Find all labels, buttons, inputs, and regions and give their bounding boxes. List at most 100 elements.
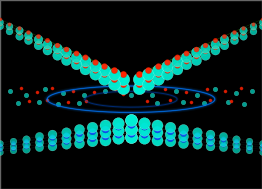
Point <box>55 46 59 50</box>
Point <box>63 139 68 143</box>
Point <box>208 132 212 136</box>
Point <box>228 100 233 103</box>
Point <box>11 146 15 149</box>
Point <box>19 86 23 89</box>
Point <box>194 47 198 50</box>
Point <box>129 123 133 126</box>
Point <box>11 149 15 152</box>
Point <box>146 77 150 81</box>
Point <box>82 93 86 96</box>
Point <box>155 101 159 105</box>
Point <box>35 90 39 93</box>
Point <box>7 22 12 25</box>
Point <box>116 129 120 132</box>
Point <box>155 135 159 138</box>
Point <box>222 35 226 38</box>
Point <box>208 136 212 139</box>
Point <box>222 44 226 47</box>
Point <box>194 139 199 143</box>
Point <box>181 101 185 104</box>
Point <box>112 77 116 81</box>
Point <box>163 87 167 90</box>
Point <box>181 141 185 144</box>
Point <box>260 22 262 25</box>
Point <box>84 100 89 103</box>
Point <box>250 27 255 30</box>
Point <box>203 46 207 50</box>
Point <box>90 129 94 132</box>
Point <box>102 69 106 72</box>
Point <box>45 99 49 102</box>
Point <box>77 101 81 105</box>
Point <box>129 131 133 134</box>
Point <box>194 143 199 146</box>
Point <box>55 53 59 56</box>
Point <box>260 25 262 28</box>
Point <box>64 58 68 61</box>
Point <box>212 45 217 48</box>
Point <box>260 148 262 151</box>
Point <box>24 137 28 140</box>
Point <box>61 91 65 94</box>
Point <box>45 49 50 52</box>
Point <box>241 26 245 29</box>
Point <box>249 89 254 92</box>
Point <box>121 73 125 76</box>
Point <box>247 139 251 143</box>
Point <box>156 64 160 67</box>
Point <box>77 135 81 138</box>
Point <box>102 73 106 76</box>
Point <box>50 132 54 136</box>
Point <box>24 147 28 150</box>
Point <box>50 86 54 89</box>
Point <box>184 90 188 93</box>
Point <box>112 82 116 85</box>
Point <box>17 26 21 29</box>
Point <box>175 60 179 63</box>
Point <box>77 128 81 131</box>
Point <box>63 143 68 146</box>
Point <box>17 29 21 32</box>
Point <box>64 47 68 50</box>
Point <box>168 140 172 143</box>
Point <box>241 29 245 32</box>
Point <box>64 54 68 57</box>
Point <box>55 43 59 46</box>
Point <box>36 38 40 41</box>
Point <box>181 128 185 131</box>
Point <box>168 133 172 136</box>
Point <box>165 68 169 71</box>
Point <box>260 18 262 21</box>
Point <box>83 68 87 71</box>
Point <box>129 131 133 134</box>
Point <box>24 142 28 145</box>
Point <box>194 51 198 54</box>
Point <box>181 138 185 141</box>
Point <box>50 141 54 144</box>
Point <box>93 68 97 71</box>
Point <box>66 101 70 104</box>
Point <box>129 135 133 138</box>
Point <box>77 131 81 134</box>
Point <box>247 146 251 149</box>
Point <box>168 129 172 132</box>
Point <box>260 146 262 149</box>
Point <box>223 89 227 92</box>
Point <box>234 145 238 148</box>
Point <box>90 126 94 129</box>
Point <box>129 127 133 130</box>
Point <box>45 42 50 45</box>
Point <box>155 123 159 126</box>
Point <box>208 138 212 141</box>
Point <box>37 140 41 143</box>
Point <box>234 142 238 145</box>
Point <box>116 133 120 136</box>
Point <box>156 77 160 80</box>
Point <box>103 138 107 141</box>
Point <box>74 59 78 62</box>
Point <box>129 123 133 126</box>
Point <box>116 125 120 128</box>
Point <box>208 144 212 147</box>
Point <box>142 121 146 124</box>
Point <box>232 36 236 39</box>
